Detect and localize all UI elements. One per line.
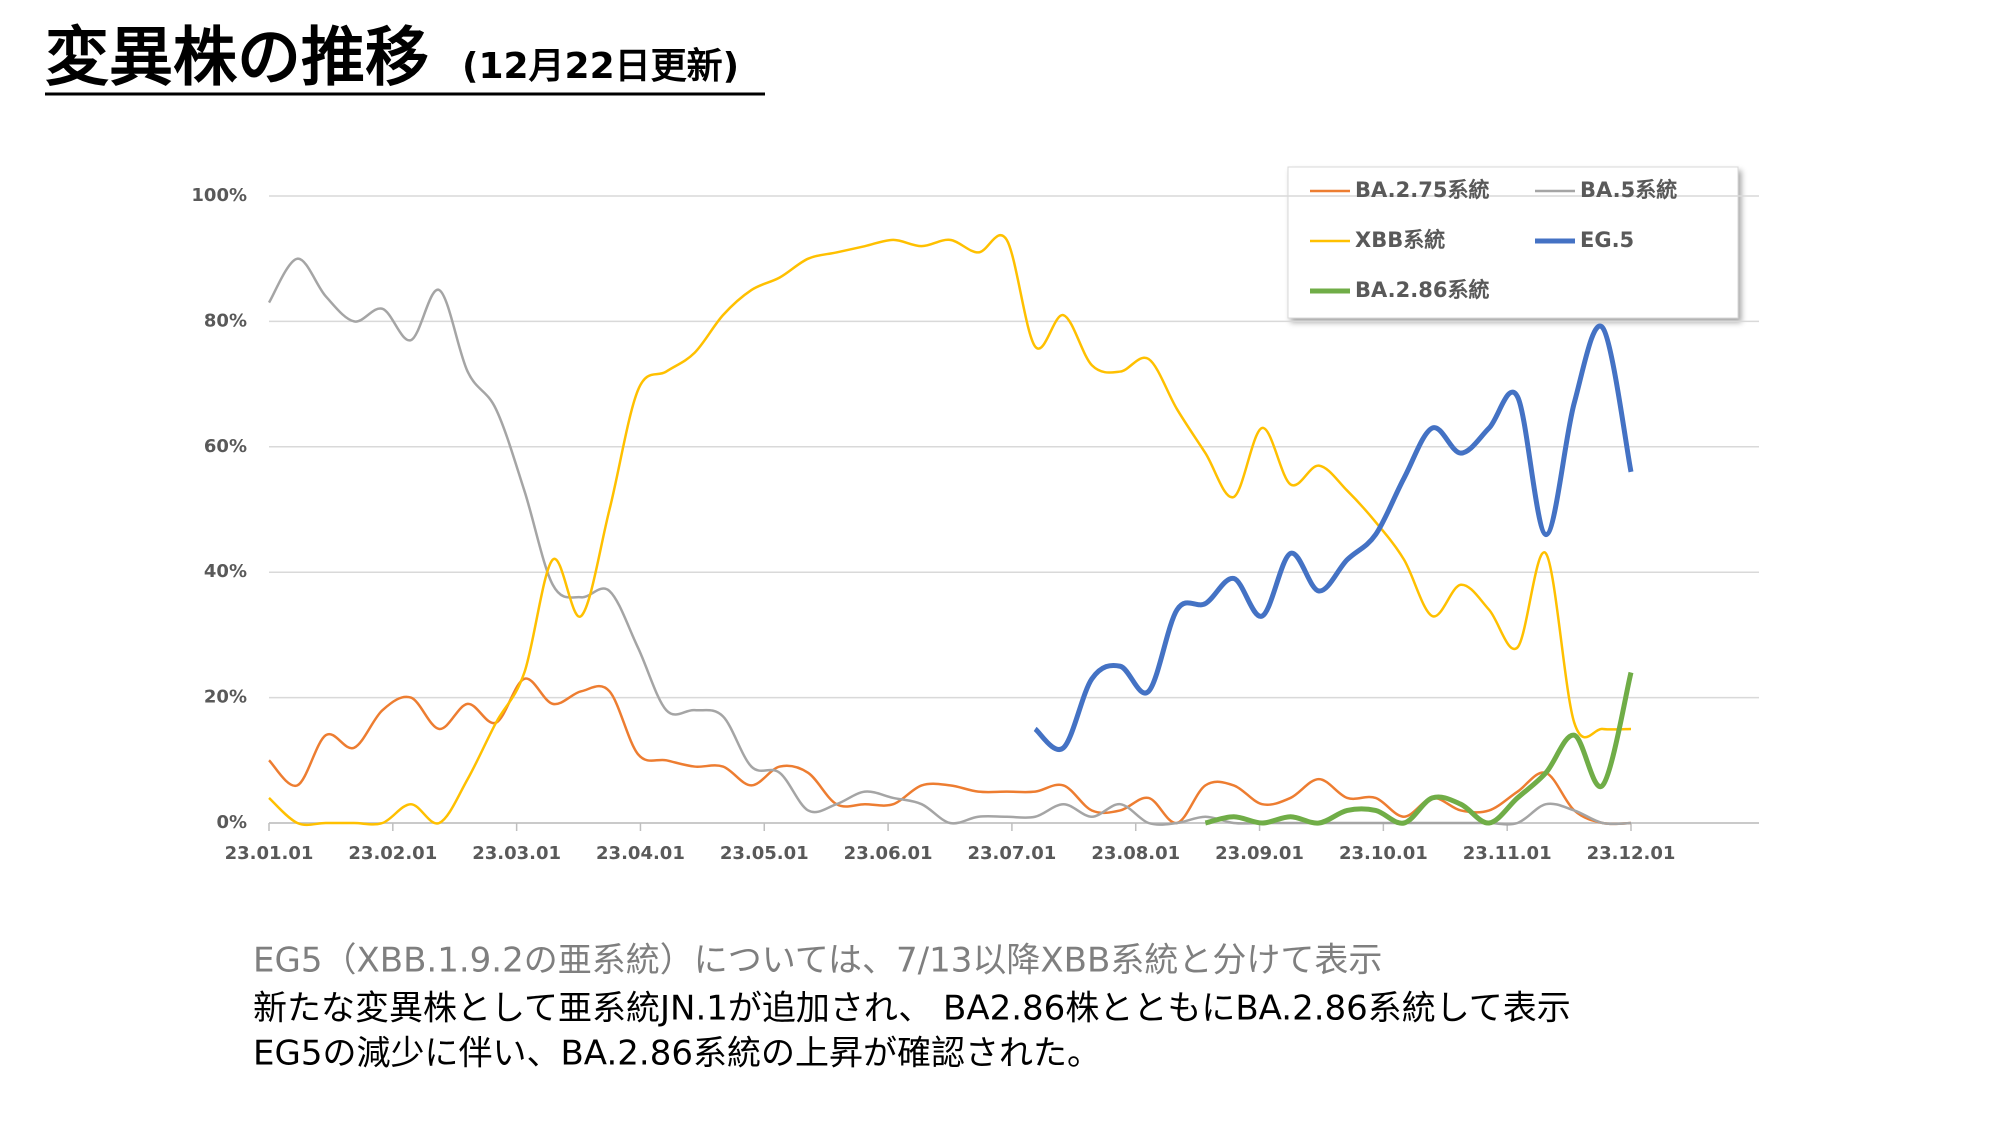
y-tick-label: 60%	[204, 436, 247, 457]
series-line	[268, 233, 1632, 827]
x-tick-label: 23.04.01	[596, 843, 685, 864]
legend-label: BA.2.86系統	[1355, 278, 1489, 302]
title: 変異株の推移	[45, 22, 429, 96]
y-tick-label: 100%	[191, 185, 247, 206]
x-tick-label: 23.06.01	[844, 843, 933, 864]
series-line	[1033, 323, 1634, 752]
y-tick-label: 20%	[204, 687, 247, 708]
subtitle: (12月22日更新)	[462, 46, 739, 87]
y-tick-label: 0%	[216, 812, 247, 833]
legend-label: EG.5	[1580, 228, 1634, 252]
series-line	[1204, 671, 1634, 826]
note: EG5の減少に伴い、BA.2.86系統の上昇が確認された。	[253, 1034, 1101, 1074]
x-tick-label: 23.12.01	[1587, 843, 1676, 864]
note: 新たな変異株として亜系統JN.1が追加され、 BA2.86株とともにBA.2.8…	[253, 989, 1571, 1029]
legend-box	[1287, 166, 1739, 319]
x-tick-label: 23.09.01	[1215, 843, 1304, 864]
note: EG5（XBB.1.9.2の亜系統）については、7/13以降XBB系統と分けて表…	[253, 941, 1382, 981]
legend-label: BA.5系統	[1580, 178, 1677, 202]
x-tick-label: 23.07.01	[967, 843, 1056, 864]
x-tick-label: 23.02.01	[348, 843, 437, 864]
x-tick-label: 23.11.01	[1463, 843, 1552, 864]
legend-label: XBB系統	[1355, 228, 1445, 252]
y-tick-label: 40%	[204, 561, 247, 582]
series-line	[267, 257, 1632, 826]
legend-label: BA.2.75系統	[1355, 178, 1489, 202]
y-tick-label: 80%	[204, 310, 247, 331]
x-tick-label: 23.10.01	[1339, 843, 1428, 864]
x-tick-label: 23.08.01	[1091, 843, 1180, 864]
x-tick-label: 23.03.01	[472, 843, 561, 864]
x-tick-label: 23.05.01	[720, 843, 809, 864]
x-tick-label: 23.01.01	[225, 843, 314, 864]
